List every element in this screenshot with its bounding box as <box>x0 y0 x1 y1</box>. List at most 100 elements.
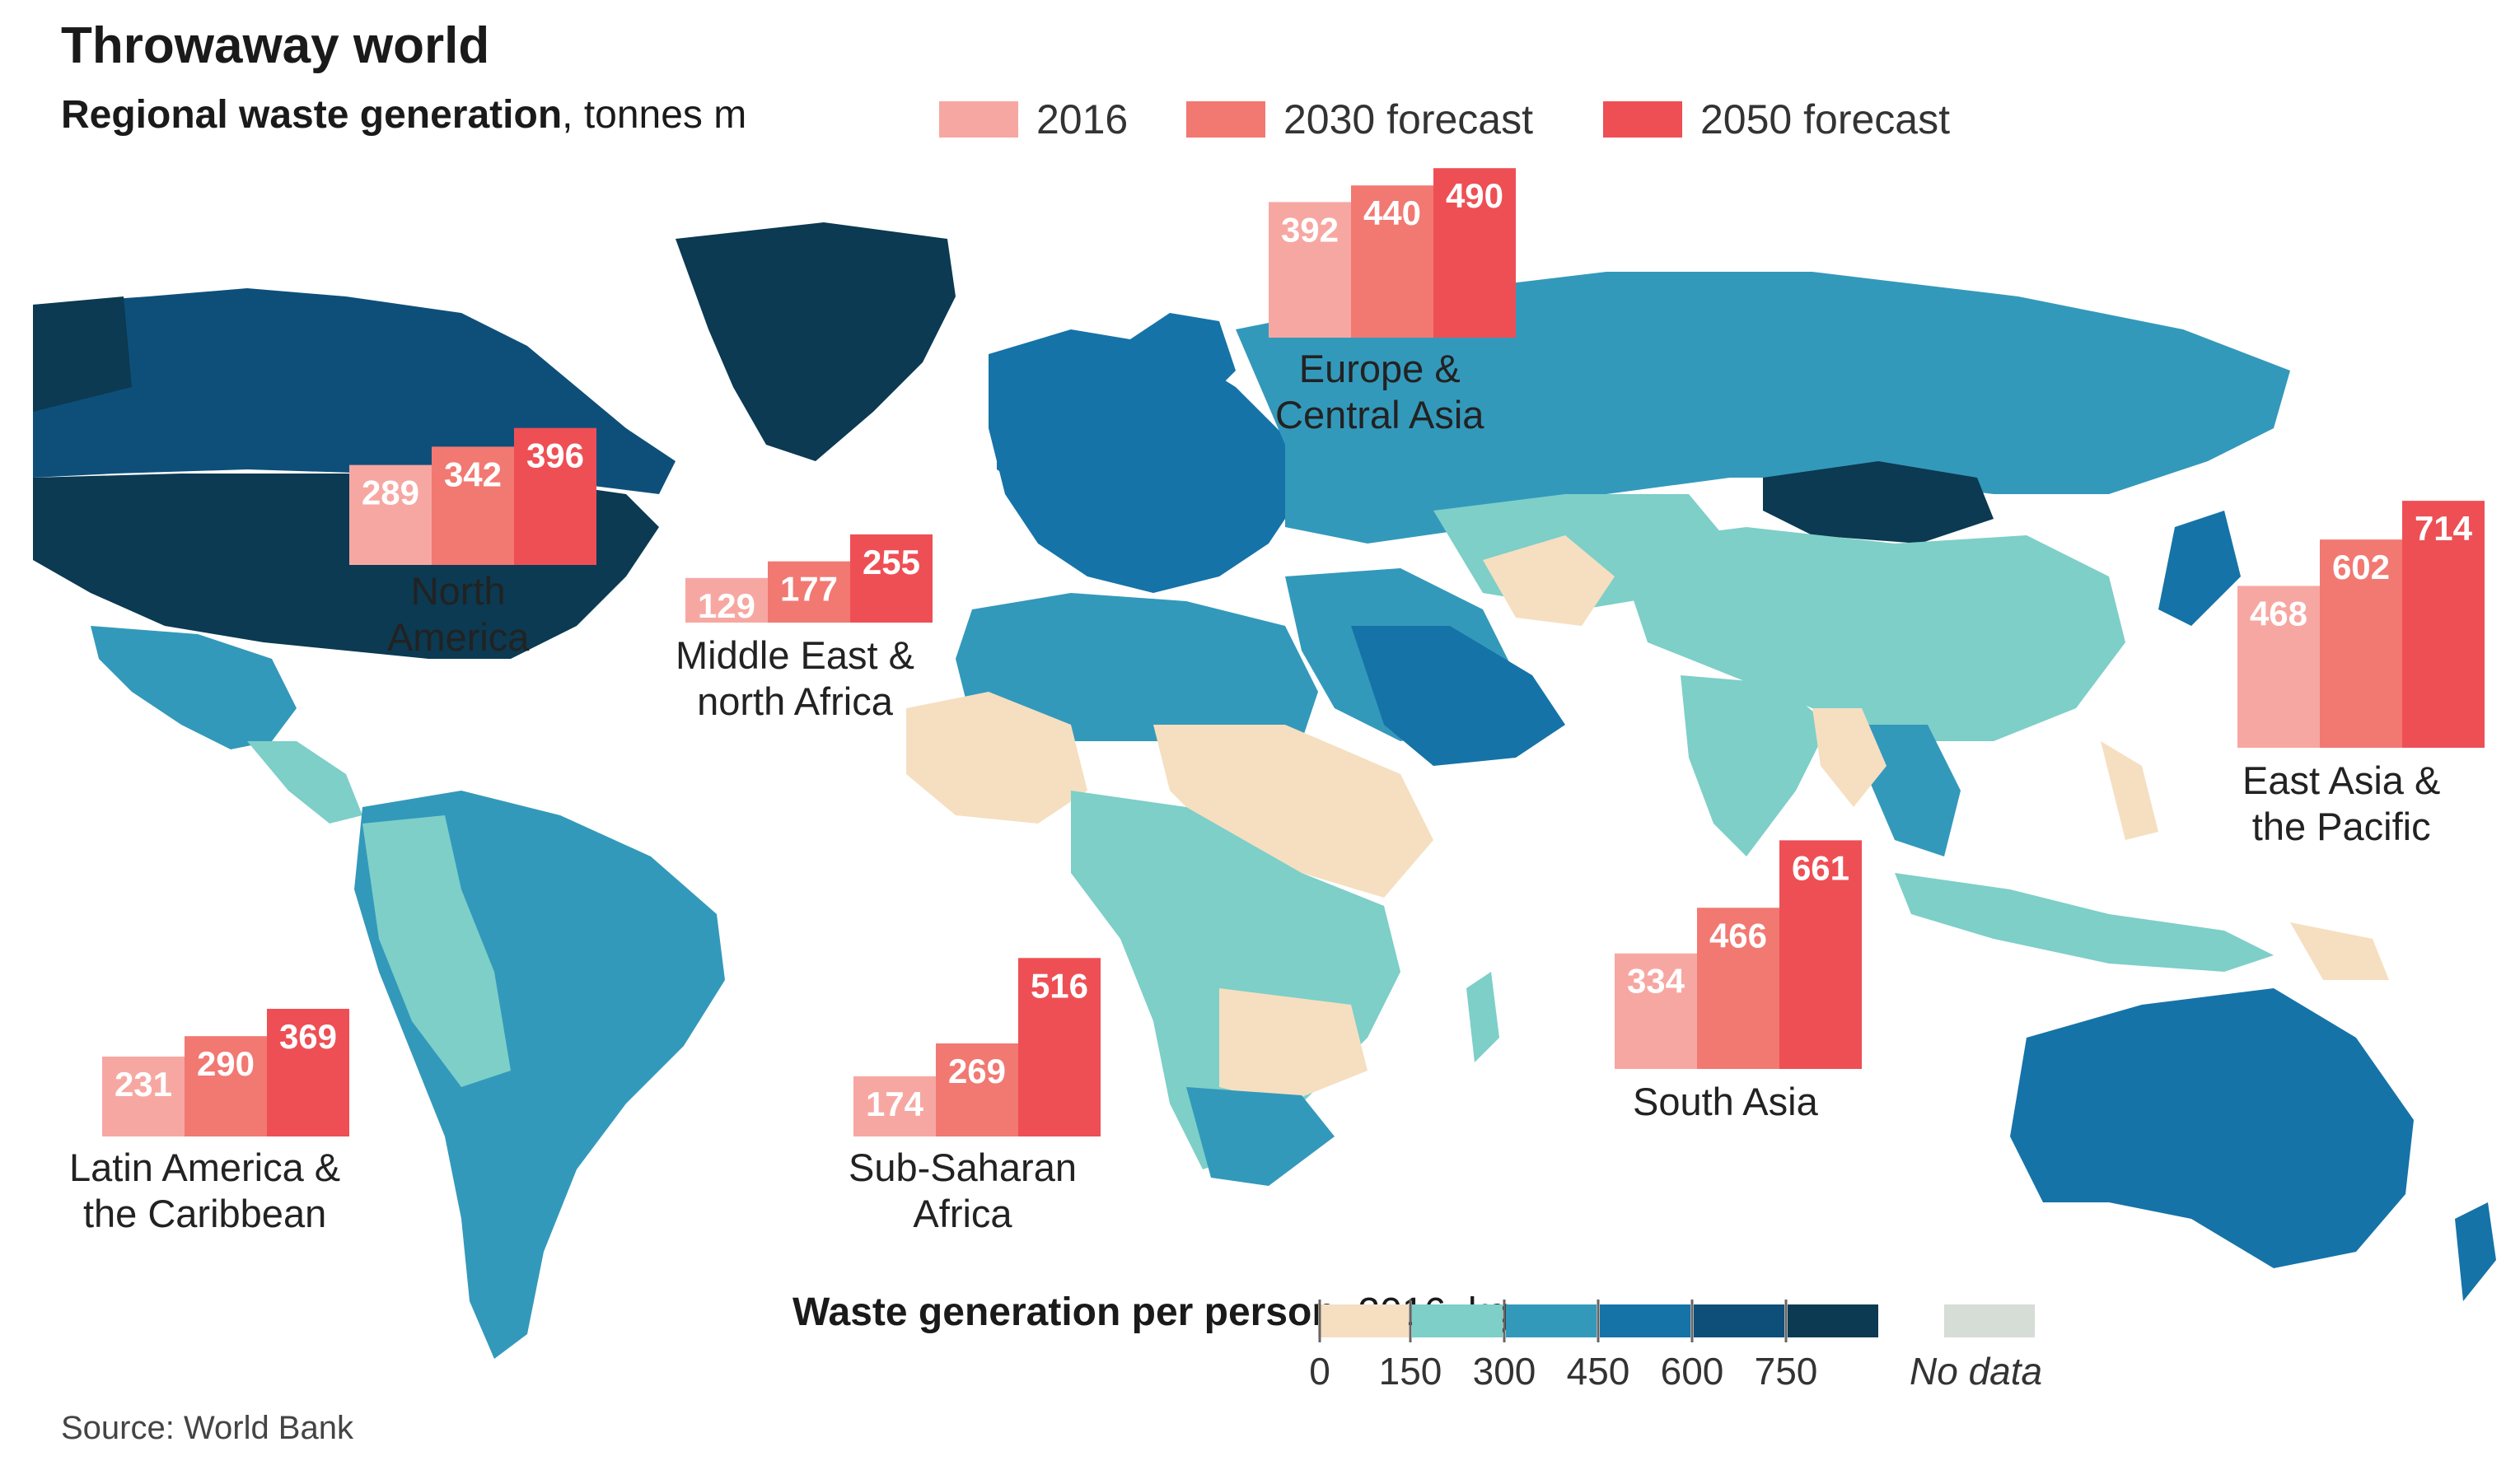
bar-latin-america-the-caribbean-2 <box>267 1009 349 1136</box>
bar-east-asia-the-pacific-2 <box>2402 501 2485 748</box>
south-africa <box>1186 1087 1335 1186</box>
bar-value-label: 255 <box>863 543 920 581</box>
scale-tick-450: 450 <box>1566 1350 1630 1393</box>
bar-value-label: 174 <box>866 1085 924 1123</box>
region-label-north-america: North America <box>387 569 530 659</box>
chart-subtitle: Regional waste generation, tonnes m <box>61 92 746 138</box>
scale-tick-750: 750 <box>1754 1350 1818 1393</box>
legend-swatch-2050 <box>1603 101 1682 138</box>
bar-south-asia-2 <box>1779 840 1862 1069</box>
bar-south-asia-0 <box>1615 953 1697 1069</box>
new-zealand <box>2455 1202 2496 1301</box>
bar-value-label: 440 <box>1363 194 1421 232</box>
bar-value-label: 290 <box>197 1044 255 1083</box>
indochina-tan <box>1812 708 1886 807</box>
central-africa-tan <box>1153 725 1433 898</box>
bar-south-asia-1 <box>1697 908 1779 1069</box>
bar-value-label: 342 <box>444 455 502 493</box>
png <box>2290 922 2389 980</box>
legend-label-2030: 2030 forecast <box>1283 96 1533 142</box>
russia <box>1236 272 2290 544</box>
regional-bar-charts: 289 342 396 129 177 255 392 440 490 468 602 714 334 4… <box>102 168 2485 1136</box>
scale-tick-0: 0 <box>1309 1350 1330 1393</box>
bar-value-label: 490 <box>1446 176 1503 215</box>
region-label-mena: Middle East & north Africa <box>676 633 914 723</box>
bar-east-asia-the-pacific-1 <box>2320 539 2402 748</box>
bar-value-label: 661 <box>1792 848 1849 887</box>
bar-value-label: 334 <box>1627 962 1685 1001</box>
bar-europe-central-asia-2 <box>1433 168 1516 338</box>
southeast-asia <box>1862 725 1961 856</box>
bar-middle-east-north-africa-1 <box>768 561 850 623</box>
legend-2030: 2030 forecast <box>1186 96 1533 143</box>
bar-value-label: 177 <box>780 570 838 609</box>
scale-tick-300: 300 <box>1472 1350 1536 1393</box>
source-note: Source: World Bank <box>61 1410 353 1446</box>
scale-swatch-no-data <box>1944 1304 2035 1337</box>
bar-sub-saharan-africa-2 <box>1018 958 1101 1136</box>
bar-value-label: 714 <box>2415 509 2473 548</box>
bar-value-label: 396 <box>526 436 584 475</box>
region-label-latin-america: Latin America & the Caribbean <box>69 1146 341 1235</box>
southern-africa-tan <box>1219 988 1368 1104</box>
bar-value-label: 468 <box>2250 594 2307 632</box>
peru-region <box>362 815 511 1087</box>
arabia <box>1351 626 1565 766</box>
legend-swatch-2030 <box>1186 101 1265 138</box>
bar-value-label: 602 <box>2332 548 2390 586</box>
scale-tick-600: 600 <box>1660 1350 1724 1393</box>
west-africa-tan <box>906 692 1087 824</box>
india <box>1681 675 1829 856</box>
region-label-sub-saharan: Sub-Saharan Africa <box>849 1146 1077 1235</box>
bar-value-label: 516 <box>1031 966 1088 1005</box>
scale-no-data-label: No data <box>1910 1350 2043 1393</box>
scale-swatch-0 <box>1318 1304 1409 1337</box>
bar-value-label: 289 <box>362 474 419 512</box>
bar-north-america-1 <box>432 446 514 565</box>
bar-latin-america-the-caribbean-1 <box>185 1036 267 1136</box>
north-africa <box>956 593 1318 741</box>
legend-label-2016: 2016 <box>1036 96 1129 142</box>
legend-swatch-2016 <box>939 101 1018 138</box>
region-label-east-asia: East Asia & the Pacific <box>2242 758 2441 848</box>
legend-label-2050: 2050 forecast <box>1700 96 1950 142</box>
subtitle-bold: Regional waste generation <box>61 93 563 137</box>
bar-value-label: 129 <box>698 586 755 625</box>
indonesia <box>1895 873 2274 972</box>
bar-north-america-0 <box>349 464 432 565</box>
madagascar <box>1466 972 1499 1062</box>
scale-swatch-5 <box>1788 1304 1878 1337</box>
bar-value-label: 269 <box>948 1052 1006 1090</box>
scale-title-bold: Waste generation per person <box>792 1290 1336 1334</box>
greenland <box>676 222 956 461</box>
scale-swatch-2 <box>1506 1304 1597 1337</box>
scale-swatch-1 <box>1412 1304 1503 1337</box>
mexico <box>91 626 297 749</box>
bar-sub-saharan-africa-1 <box>936 1043 1018 1136</box>
bar-middle-east-north-africa-0 <box>685 577 768 623</box>
land-masses <box>33 222 2496 1359</box>
central-america <box>247 741 362 824</box>
bar-east-asia-the-pacific-0 <box>2237 586 2320 748</box>
legend-2016: 2016 <box>939 96 1128 143</box>
scale-swatch-3 <box>1600 1304 1690 1337</box>
australia <box>2010 988 2414 1268</box>
scandinavia <box>1120 313 1236 412</box>
bar-value-label: 466 <box>1709 916 1767 954</box>
bar-europe-central-asia-0 <box>1269 202 1351 338</box>
japan <box>2158 511 2241 626</box>
philippines <box>2101 741 2158 840</box>
choropleth-scale-bar <box>1318 1300 1878 1342</box>
bar-value-label: 392 <box>1281 210 1339 249</box>
bar-middle-east-north-africa-2 <box>850 534 933 623</box>
china <box>1615 527 2125 741</box>
bar-latin-america-the-caribbean-0 <box>102 1056 185 1136</box>
mongolia <box>1763 461 1994 544</box>
turkmenistan <box>1483 535 1615 626</box>
uk <box>997 395 1046 486</box>
bar-europe-central-asia-1 <box>1351 185 1433 338</box>
bar-value-label: 231 <box>115 1065 172 1104</box>
chart-title: Throwaway world <box>61 17 490 74</box>
bar-north-america-2 <box>514 427 596 565</box>
